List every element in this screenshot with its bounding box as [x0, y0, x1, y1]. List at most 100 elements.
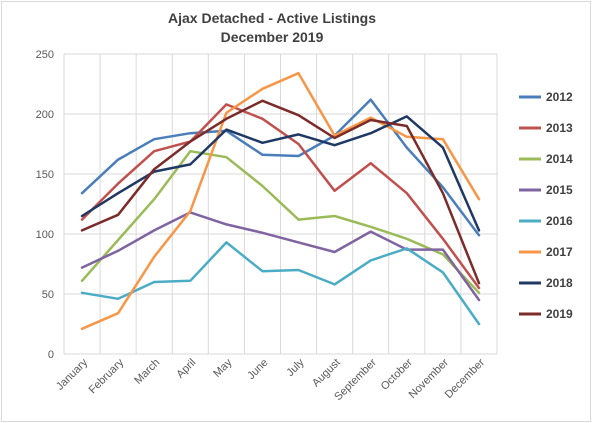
x-tick-label: March [132, 357, 162, 387]
data-point [81, 266, 83, 269]
data-point [81, 192, 83, 194]
legend-label-2014: 2014 [546, 152, 573, 166]
data-point [225, 103, 228, 106]
data-point [153, 255, 156, 258]
legend-label-2017: 2017 [546, 245, 573, 259]
data-point [369, 226, 372, 228]
data-point [117, 312, 119, 315]
data-point [81, 218, 83, 221]
data-point [225, 118, 228, 120]
data-point [117, 298, 119, 300]
data-point [405, 115, 408, 118]
series-line-2015 [80, 211, 481, 302]
y-tick-label: 200 [36, 109, 54, 121]
x-tick-label: February [87, 356, 127, 396]
data-point [153, 198, 156, 200]
data-point [189, 150, 192, 152]
data-point [478, 198, 480, 200]
x-tick-label: June [245, 357, 270, 382]
data-point [81, 292, 83, 294]
legend-label-2013: 2013 [546, 121, 573, 135]
data-point [442, 192, 444, 194]
y-axis-ticks: 0 50 100 150 200 250 [36, 49, 54, 361]
data-point [189, 132, 192, 134]
data-point [261, 88, 264, 90]
data-point [225, 156, 228, 158]
data-point [153, 150, 156, 152]
y-tick-label: 100 [36, 229, 54, 241]
data-point [405, 247, 408, 250]
data-point [297, 143, 300, 145]
data-point [369, 132, 372, 134]
data-point [297, 241, 300, 244]
data-point [225, 241, 228, 244]
data-point [261, 270, 264, 273]
series-lines [80, 71, 481, 331]
x-tick-label: April [174, 357, 198, 381]
data-point [297, 155, 300, 157]
y-tick-label: 50 [42, 289, 54, 301]
data-point [261, 154, 264, 156]
data-point [189, 210, 192, 212]
x-tick-label: December [443, 356, 488, 401]
data-point [189, 163, 192, 166]
data-point [369, 116, 372, 119]
legend-label-2015: 2015 [546, 183, 573, 197]
series-line-2016 [80, 241, 481, 326]
data-point [369, 98, 372, 101]
data-point [81, 280, 83, 282]
legend: 2012 2013 2014 2015 2016 2017 2018 2019 [519, 90, 573, 321]
data-point [261, 142, 264, 144]
data-point [297, 133, 300, 136]
data-point [117, 192, 119, 194]
data-point [478, 229, 480, 232]
x-tick-label: October [379, 356, 415, 392]
data-point [153, 281, 156, 283]
data-point [478, 323, 480, 325]
data-point [405, 238, 408, 240]
data-point [442, 146, 444, 149]
data-point [261, 232, 264, 234]
x-tick-label: May [211, 356, 235, 380]
data-point [405, 136, 408, 138]
data-point [225, 112, 228, 114]
data-point [333, 283, 336, 286]
series-line-2012 [80, 98, 481, 237]
data-point [442, 253, 444, 256]
data-point [369, 119, 372, 121]
legend-label-2012: 2012 [546, 90, 573, 104]
data-point [117, 239, 119, 241]
data-point [405, 125, 408, 127]
data-point [153, 229, 156, 232]
data-point [189, 140, 192, 143]
data-point [442, 271, 444, 274]
y-tick-label: 0 [48, 349, 54, 361]
y-tick-label: 150 [36, 169, 54, 181]
data-point [333, 215, 336, 217]
data-point [261, 100, 264, 102]
data-point [81, 229, 83, 232]
data-point [117, 214, 119, 216]
data-point [297, 269, 300, 271]
x-tick-label: January [54, 356, 91, 393]
legend-label-2018: 2018 [546, 276, 573, 290]
data-point [442, 248, 444, 251]
data-point [478, 299, 480, 301]
data-point [297, 72, 300, 74]
data-point [405, 146, 408, 149]
data-point [225, 223, 228, 226]
legend-label-2019: 2019 [546, 307, 573, 321]
data-point [153, 138, 156, 140]
data-point [261, 185, 264, 187]
data-point [333, 137, 336, 139]
data-point [297, 218, 300, 221]
data-point [117, 250, 119, 252]
data-point [189, 280, 192, 282]
data-point [442, 238, 444, 240]
data-point [478, 282, 480, 285]
data-point [117, 182, 119, 185]
data-point [153, 168, 156, 170]
